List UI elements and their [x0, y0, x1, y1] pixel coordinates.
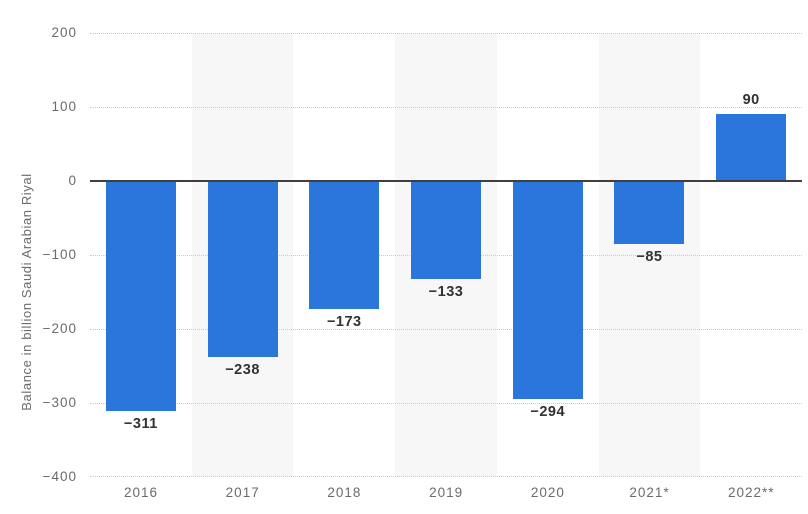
value-label: −294 — [530, 403, 566, 420]
gridline — [90, 33, 802, 34]
y-tick-label: 200 — [51, 25, 77, 40]
x-tick-label-2016: 2016 — [123, 485, 159, 500]
bar-2019[interactable] — [411, 181, 481, 280]
value-label: −133 — [428, 284, 464, 301]
y-tick-label: −300 — [42, 395, 77, 410]
gridline — [90, 107, 802, 108]
x-tick-label-2019: 2019 — [429, 485, 464, 500]
plot-area: −311 −238 −173 −133 −294 −85 90 — [90, 33, 802, 477]
bar-2016[interactable] — [105, 181, 176, 412]
y-tick-label: 100 — [51, 99, 77, 114]
y-tick-label: −400 — [42, 469, 77, 484]
x-tick-label-2022**: 2022** — [728, 485, 775, 500]
value-label: −311 — [123, 416, 158, 433]
x-tick-label-2020: 2020 — [530, 485, 565, 500]
gridline — [90, 403, 802, 404]
value-label: −238 — [225, 362, 260, 379]
bar-2020[interactable] — [512, 181, 583, 399]
gridline — [90, 329, 802, 330]
y-tick-label: −100 — [42, 247, 77, 262]
bar-2018[interactable] — [309, 181, 380, 310]
x-tick-label-2017: 2017 — [225, 485, 260, 500]
value-label: −85 — [636, 248, 663, 265]
zero-baseline — [90, 180, 802, 182]
x-tick-label-2021*: 2021* — [629, 485, 670, 500]
bar-2022**[interactable] — [716, 114, 787, 181]
value-label: 90 — [742, 92, 760, 109]
bar-2017[interactable] — [207, 181, 278, 358]
x-tick-label-2018: 2018 — [327, 485, 362, 500]
y-axis-title: Balance in billion Saudi Arabian Riyal — [19, 173, 34, 411]
y-tick-label: −200 — [42, 321, 77, 336]
value-label: −173 — [326, 314, 362, 331]
y-tick-label: 0 — [68, 173, 77, 188]
gridline — [90, 476, 802, 477]
bar-2021*[interactable] — [614, 181, 685, 244]
